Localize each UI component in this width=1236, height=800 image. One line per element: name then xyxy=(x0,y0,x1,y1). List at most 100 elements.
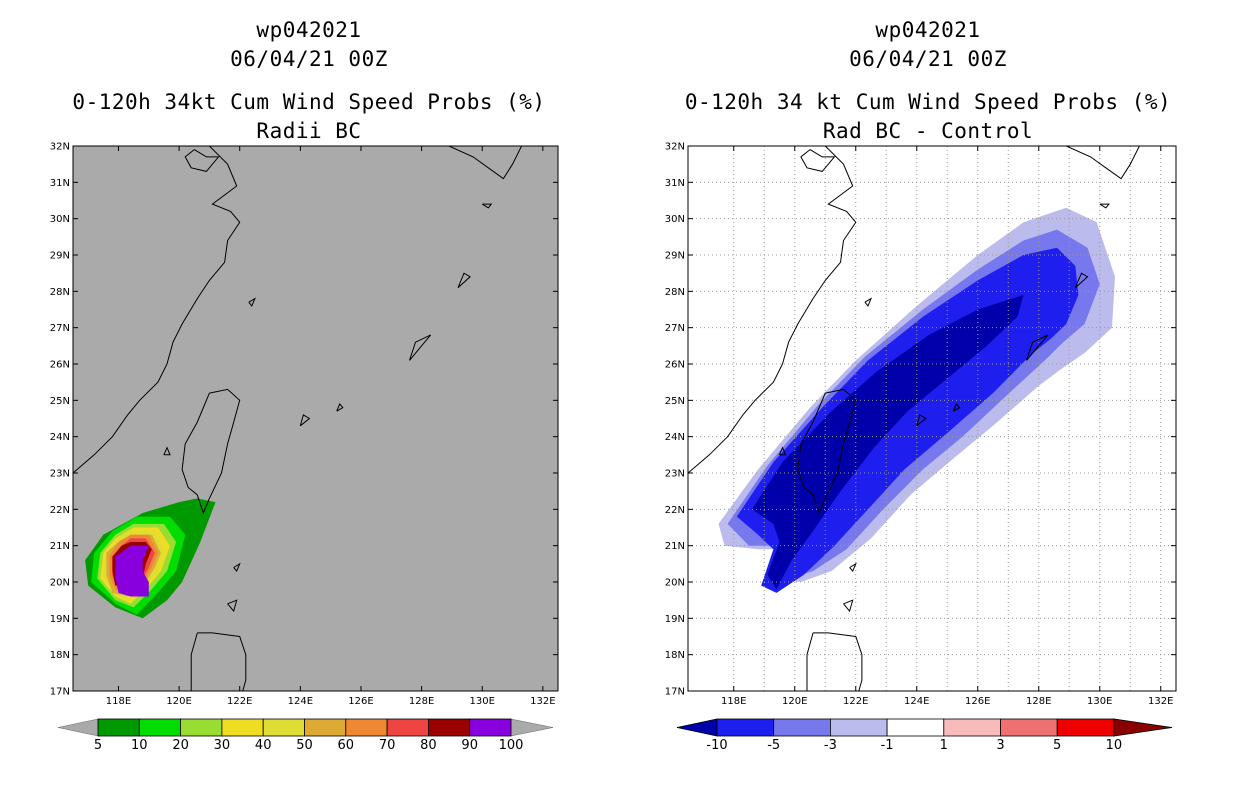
y-tick-label: 22N xyxy=(50,505,70,516)
coastline-amami xyxy=(1074,272,1089,289)
coastline-islet2 xyxy=(864,297,873,307)
y-tick-label: 19N xyxy=(665,614,685,625)
right-title: 0-120h 34 kt Cum Wind Speed Probs (%) xyxy=(684,90,1172,114)
coastline-luzonWest xyxy=(806,632,814,691)
colorbar-box xyxy=(1000,718,1058,737)
y-tick-label: 25N xyxy=(665,396,685,407)
y-tick-label: 17N xyxy=(665,687,685,698)
y-tick-label: 26N xyxy=(665,360,685,371)
right-coastlines xyxy=(688,146,1140,691)
x-tick-label: 128E xyxy=(1026,696,1051,707)
colorbar-box xyxy=(97,718,140,737)
x-tick-label: 128E xyxy=(409,696,434,707)
coastline-shanghai xyxy=(184,149,220,172)
y-tick-label: 29N xyxy=(665,251,685,262)
y-tick-label: 27N xyxy=(665,323,685,334)
colorbar-label: 10 xyxy=(1106,738,1123,753)
coastline-ishigaki xyxy=(916,414,927,427)
colorbar-label: 5 xyxy=(94,738,102,753)
colorbar-arrow-low xyxy=(57,718,99,737)
colorbar-label: 100 xyxy=(499,738,524,753)
coastline-penghu xyxy=(779,446,787,456)
right-colorbar: -10 -5 -3 -1 1 3 5 10 xyxy=(676,718,1173,753)
x-tick-label: 124E xyxy=(288,696,313,707)
colorbar-box xyxy=(773,718,831,737)
left-subtitle: Radii BC xyxy=(256,119,362,143)
coastline-taiwan xyxy=(181,388,241,515)
y-tick-label: 27N xyxy=(50,323,70,334)
left-map-frame xyxy=(72,145,559,692)
y-tick-label: 18N xyxy=(665,650,685,661)
x-tick-label: 126E xyxy=(965,696,990,707)
coastline-islet1 xyxy=(481,203,493,209)
colorbar-box xyxy=(345,718,388,737)
colorbar-label: 10 xyxy=(131,738,148,753)
x-tick-label: 132E xyxy=(1148,696,1173,707)
left-title: 0-120h 34kt Cum Wind Speed Probs (%) xyxy=(72,90,546,114)
y-tick-label: 17N xyxy=(50,687,70,698)
colorbar-label: 50 xyxy=(296,738,313,753)
coastline-china xyxy=(688,146,857,474)
y-tick-label: 22N xyxy=(665,505,685,516)
colorbar-label: 80 xyxy=(420,738,437,753)
y-tick-label: 24N xyxy=(665,432,685,443)
x-tick-label: 130E xyxy=(1087,696,1112,707)
x-tick-label: 130E xyxy=(470,696,495,707)
right-titles: wp042021 06/04/21 00Z 0-120h 34 kt Cum W… xyxy=(648,16,1208,146)
left-map: 118E 120E 122E 124E 126E 128E 130E 132E 17N 18N 19… xyxy=(50,142,559,707)
colorbar-label: 60 xyxy=(338,738,355,753)
colorbar-arrow-high xyxy=(1113,718,1173,737)
x-tick-label: 118E xyxy=(721,696,746,707)
y-tick-label: 31N xyxy=(665,178,685,189)
colorbar-box xyxy=(221,718,264,737)
colorbar-box xyxy=(138,718,182,737)
right-map-frame xyxy=(687,145,1177,692)
left-coastlines xyxy=(73,146,523,691)
x-tick-label: 122E xyxy=(227,696,252,707)
y-tick-label: 30N xyxy=(665,214,685,225)
y-tick-label: 28N xyxy=(665,287,685,298)
coastline-china xyxy=(73,146,241,474)
y-tick-label: 31N xyxy=(50,178,70,189)
coastline-luzon xyxy=(813,632,863,691)
left-titles: wp042021 06/04/21 00Z 0-120h 34kt Cum Wi… xyxy=(29,16,589,146)
colorbar-label: 5 xyxy=(1053,738,1061,753)
colorbar-label: 70 xyxy=(379,738,396,753)
y-tick-label: 20N xyxy=(50,578,70,589)
y-tick-label: 20N xyxy=(665,578,685,589)
coastline-babuyan xyxy=(227,599,238,613)
x-tick-label: 132E xyxy=(530,696,555,707)
x-tick-label: 120E xyxy=(166,696,191,707)
colorbar-label: -10 xyxy=(706,738,727,753)
coastline-shanghai xyxy=(800,149,836,172)
coastline-miyako xyxy=(336,403,344,412)
x-tick-label: 122E xyxy=(843,696,868,707)
colorbar-label: 20 xyxy=(172,738,189,753)
y-tick-label: 21N xyxy=(50,541,70,552)
colorbar-arrow-low xyxy=(676,718,718,737)
y-tick-label: 32N xyxy=(50,142,70,153)
x-tick-label: 118E xyxy=(106,696,131,707)
colorbar-box xyxy=(830,718,888,737)
colorbar-label: -5 xyxy=(767,738,780,753)
x-tick-label: 124E xyxy=(904,696,929,707)
right-axis-ticks: 118E 120E 122E 124E 126E 128E 130E 132E 17N 18N 19… xyxy=(665,142,1176,707)
right-subtitle: Rad BC - Control xyxy=(822,119,1034,143)
y-tick-label: 29N xyxy=(50,251,70,262)
colorbar-label: 40 xyxy=(255,738,272,753)
colorbar-box xyxy=(262,718,305,737)
x-tick-label: 120E xyxy=(782,696,807,707)
coastline-okinawa xyxy=(1026,334,1049,361)
right-map: 118E 120E 122E 124E 126E 128E 130E 132E 17N 18N 19… xyxy=(665,142,1177,707)
colorbar-box xyxy=(716,718,775,737)
x-tick-label: 126E xyxy=(348,696,373,707)
y-tick-label: 19N xyxy=(50,614,70,625)
coastline-penghu xyxy=(163,446,171,456)
left-run-id: wp042021 xyxy=(256,18,362,42)
colorbar-box xyxy=(180,718,223,737)
right-date: 06/04/21 00Z xyxy=(849,47,1007,71)
colorbar-box xyxy=(469,718,512,737)
y-tick-label: 26N xyxy=(50,360,70,371)
colorbar-arrow-high xyxy=(510,718,554,737)
